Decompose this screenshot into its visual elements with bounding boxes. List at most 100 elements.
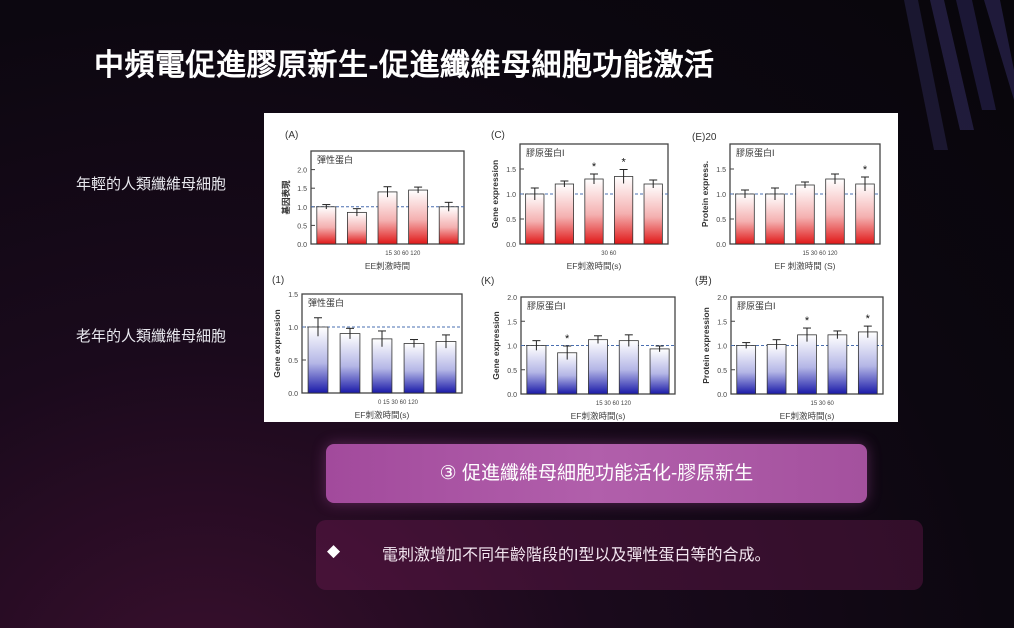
chart4-ytick-label: 1.0 xyxy=(288,325,298,332)
chart1-bar xyxy=(316,206,337,245)
chart5-bar xyxy=(588,339,608,395)
note-box xyxy=(316,520,923,590)
chart5-y-axis-label: Gene expression xyxy=(491,311,501,380)
chart1-ytick-label: 0.0 xyxy=(297,242,307,249)
chart5-x-axis-label: EF刺激時間(s) xyxy=(571,411,626,421)
chart2-y-axis-label: Gene expression xyxy=(490,160,500,229)
chart6-bar xyxy=(797,334,817,395)
chart4-bar xyxy=(403,343,425,394)
row-label-old: 老年的人類纖維母細胞 xyxy=(76,328,227,345)
chart6-legend-label: 膠原蛋白I xyxy=(737,300,776,311)
chart1-xtick-label: 15 30 60 120 xyxy=(385,251,421,257)
chart6-ytick-label: 1.5 xyxy=(717,319,727,326)
chart6-significance-star: * xyxy=(866,313,871,325)
chart6-ytick-label: 0.5 xyxy=(717,368,727,375)
chart1-ytick-label: 1.5 xyxy=(297,186,307,193)
chart6-significance-star: * xyxy=(805,315,810,327)
chart4-bar xyxy=(371,338,393,394)
chart3-ytick-label: 1.0 xyxy=(716,192,726,199)
chart2-ytick-label: 0.5 xyxy=(506,217,516,224)
chart3-xtick-label: 15 30 60 120 xyxy=(802,251,838,257)
slide-title: 中頻電促進膠原新生-促進纖維母細胞功能激活 xyxy=(94,49,715,82)
row-label-young: 年輕的人類纖維母細胞 xyxy=(76,176,227,193)
chart1-bar xyxy=(438,206,459,245)
chart1-panel-label: (A) xyxy=(285,130,298,141)
chart6-bar xyxy=(766,344,787,395)
chart6-bar xyxy=(736,345,757,395)
chart2-bar xyxy=(554,183,574,245)
chart6-x-axis-label: EF刺激時間(s) xyxy=(780,411,835,421)
chart5-bar xyxy=(649,348,670,395)
chart3-significance-star: * xyxy=(863,164,868,176)
note-text: 電刺激增加不同年齡階段的I型以及彈性蛋白等的合成。 xyxy=(382,547,771,564)
chart3-bar xyxy=(855,183,875,245)
chart2-bar xyxy=(643,183,663,245)
chart1-ytick-label: 0.5 xyxy=(297,223,307,230)
chart1-legend-label: 彈性蛋白 xyxy=(317,154,353,165)
chart4-panel-label: (1) xyxy=(272,275,284,286)
chart4-xtick-label: 0 15 30 60 120 xyxy=(378,400,419,406)
chart6-y-axis-label: Protein expression xyxy=(701,307,711,384)
chart5-panel-label: (K) xyxy=(481,276,494,287)
chart6-ytick-label: 0.0 xyxy=(717,392,727,399)
chart2-ytick-label: 1.0 xyxy=(506,192,516,199)
chart1-bar xyxy=(347,211,367,245)
chart3-bar xyxy=(765,193,785,245)
chart2-ytick-label: 1.5 xyxy=(506,167,516,174)
chart6-ytick-label: 1.0 xyxy=(717,344,727,351)
chart3-ytick-label: 0.0 xyxy=(716,242,726,249)
chart4-bar xyxy=(339,333,361,394)
chart3-bar xyxy=(825,178,845,245)
chart4-ytick-label: 1.5 xyxy=(288,292,298,299)
chart2-legend-label: 膠原蛋白I xyxy=(526,147,565,158)
chart3-ytick-label: 0.5 xyxy=(716,217,726,224)
chart5-ytick-label: 0.0 xyxy=(507,392,517,399)
chart4-legend-label: 彈性蛋白 xyxy=(308,297,344,308)
decorative-stripes xyxy=(904,0,1014,150)
chart2-bar xyxy=(584,178,604,245)
chart5-bar xyxy=(618,340,639,395)
chart5-significance-star: * xyxy=(565,333,570,345)
chart4-ytick-label: 0.0 xyxy=(288,391,298,398)
chart4-bar xyxy=(307,326,329,394)
chart5-ytick-label: 2.0 xyxy=(507,295,517,302)
chart1-ytick-label: 1.0 xyxy=(297,205,307,212)
chart6-panel-label: (男) xyxy=(695,275,712,287)
chart5-ytick-label: 1.0 xyxy=(507,344,517,351)
chart5-legend-label: 膠原蛋白I xyxy=(527,300,566,311)
section-pill: ③ 促進纖維母細胞功能活化-膠原新生 xyxy=(326,444,867,503)
chart6-bar xyxy=(827,334,848,395)
chart3-legend-label: 膠原蛋白I xyxy=(736,147,775,158)
chart2-ytick-label: 0.0 xyxy=(506,242,516,249)
chart2-xtick-label: 30 60 xyxy=(601,251,617,257)
chart1-ytick-label: 2.0 xyxy=(297,168,307,175)
chart2-bar xyxy=(525,193,545,245)
chart2-bar xyxy=(614,176,634,245)
chart1-x-axis-label: EE刺激時間 xyxy=(365,261,410,271)
chart3-x-axis-label: EF 刺激時間 (S) xyxy=(775,261,836,271)
chart6-bar xyxy=(857,331,878,395)
chart2-panel-label: (C) xyxy=(491,130,505,141)
chart3-bar xyxy=(735,193,755,245)
bar-charts-svg: 0.0 0.5 1.0 1.5 2.0 彈性蛋白 (A) 基因表現 15 30 60 120 EE… xyxy=(272,130,884,421)
diamond-bullet-icon: ◆ xyxy=(327,541,341,560)
chart5-bar xyxy=(526,345,547,395)
bar-chart-figure: 0.0 0.5 1.0 1.5 2.0 彈性蛋白 (A) 基因表現 15 30 60 120 EE… xyxy=(264,113,898,422)
chart3-bar xyxy=(795,184,815,245)
chart4-x-axis-label: EF刺激時間(s) xyxy=(355,410,410,420)
chart5-ytick-label: 1.5 xyxy=(507,319,517,326)
chart6-xtick-label: 15 30 60 xyxy=(811,401,835,407)
chart4-y-axis-label: Gene expression xyxy=(272,309,282,378)
chart1-y-axis-label: 基因表現 xyxy=(281,180,291,216)
chart2-significance-star: * xyxy=(592,161,597,173)
chart1-bar xyxy=(377,191,398,245)
chart4-ytick-label: 0.5 xyxy=(288,358,298,365)
chart1-bar xyxy=(408,189,428,245)
chart3-ytick-label: 1.5 xyxy=(716,167,726,174)
chart2-significance-star: * xyxy=(621,157,626,169)
chart5-xtick-label: 15 30 60 120 xyxy=(596,401,632,407)
chart3-y-axis-label: Protein express. xyxy=(700,161,710,227)
chart3-panel-label: (E)20 xyxy=(692,132,717,143)
chart2-x-axis-label: EF刺激時間(s) xyxy=(567,261,622,271)
chart4-bar xyxy=(435,341,457,394)
